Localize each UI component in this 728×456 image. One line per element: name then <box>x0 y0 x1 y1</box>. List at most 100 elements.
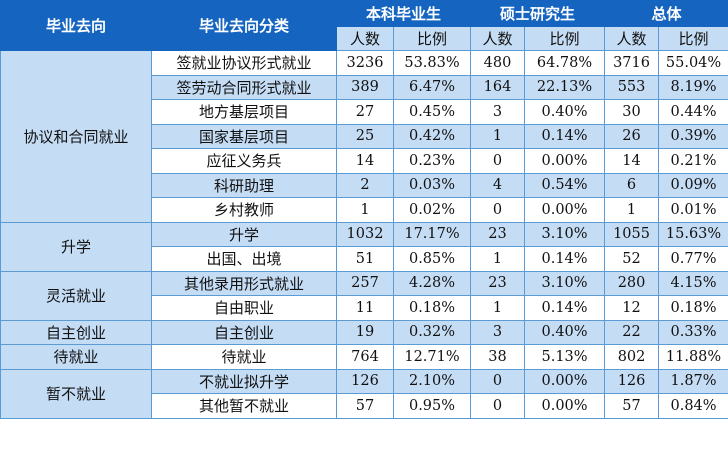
all-ratio-cell: 0.09% <box>658 172 728 198</box>
ug-count-cell: 25 <box>336 123 394 149</box>
ms-ratio-cell: 0.40% <box>524 99 606 125</box>
header-all-ratio: 比例 <box>658 26 728 51</box>
header-ug-ratio: 比例 <box>392 26 472 51</box>
ms-ratio-cell: 0.00% <box>524 393 606 419</box>
graduate-destination-table: 毕业去向 毕业去向分类 本科毕业生 硕士研究生 总体 人数 比例 人数 比例 人… <box>0 0 728 419</box>
ms-ratio-cell: 64.78% <box>524 50 606 76</box>
category-cell: 待就业 <box>151 344 337 370</box>
category-cell: 签就业协议形式就业 <box>151 50 337 76</box>
all-count-cell: 52 <box>604 246 660 272</box>
ms-count-cell: 0 <box>470 368 526 394</box>
ms-count-cell: 23 <box>470 270 526 296</box>
header-ms-count: 人数 <box>470 26 526 51</box>
ms-count-cell: 0 <box>470 197 526 223</box>
category-cell: 自主创业 <box>151 319 337 345</box>
category-cell: 其他暂不就业 <box>151 393 337 419</box>
ms-ratio-cell: 5.13% <box>524 344 606 370</box>
group-cell: 待就业 <box>0 344 152 370</box>
ms-ratio-cell: 3.10% <box>524 270 606 296</box>
header-direction: 毕业去向 <box>0 0 152 51</box>
ug-count-cell: 11 <box>336 295 394 321</box>
ms-count-cell: 1 <box>470 123 526 149</box>
ug-ratio-cell: 2.10% <box>392 368 472 394</box>
table-row: 自主创业 自主创业 19 0.32% 3 0.40% 22 0.33% <box>0 319 728 345</box>
ug-ratio-cell: 0.95% <box>392 393 472 419</box>
all-count-cell: 26 <box>604 123 660 149</box>
table-row: 升学 升学 1032 17.17% 23 3.10% 1055 15.63% <box>0 221 728 272</box>
ug-count-cell: 2 <box>336 172 394 198</box>
all-ratio-cell: 0.21% <box>658 148 728 174</box>
ms-ratio-cell: 0.14% <box>524 246 606 272</box>
ms-count-cell: 38 <box>470 344 526 370</box>
ug-ratio-cell: 0.32% <box>392 319 472 345</box>
all-ratio-cell: 0.18% <box>658 295 728 321</box>
all-count-cell: 12 <box>604 295 660 321</box>
ug-ratio-cell: 0.18% <box>392 295 472 321</box>
ms-ratio-cell: 22.13% <box>524 74 606 100</box>
table-row: 灵活就业 其他录用形式就业 257 4.28% 23 3.10% 280 4.15% <box>0 270 728 321</box>
ug-ratio-cell: 12.71% <box>392 344 472 370</box>
all-ratio-cell: 15.63% <box>658 221 728 247</box>
all-ratio-cell: 0.77% <box>658 246 728 272</box>
all-count-cell: 30 <box>604 99 660 125</box>
header-row-main: 毕业去向 毕业去向分类 本科毕业生 硕士研究生 总体 <box>0 0 728 51</box>
ug-count-cell: 3236 <box>336 50 394 76</box>
table-row: 其他暂不就业 57 0.95% 0 0.00% 57 0.84% <box>1 393 728 419</box>
all-ratio-cell: 1.87% <box>658 368 728 394</box>
all-count-cell: 126 <box>604 368 660 394</box>
all-count-cell: 14 <box>604 148 660 174</box>
ms-count-cell: 0 <box>470 148 526 174</box>
all-count-cell: 57 <box>604 393 660 419</box>
ug-count-cell: 14 <box>336 148 394 174</box>
category-cell: 地方基层项目 <box>151 99 337 125</box>
ug-ratio-cell: 6.47% <box>392 74 472 100</box>
header-all-count: 人数 <box>604 26 660 51</box>
ms-ratio-cell: 0.14% <box>524 295 606 321</box>
table-body: 协议和合同就业 签就业协议形式就业 3236 53.83% 480 64.78% 3716 5… <box>0 50 728 419</box>
header-total: 总体 <box>604 0 728 27</box>
ug-ratio-cell: 0.42% <box>392 123 472 149</box>
all-count-cell: 553 <box>604 74 660 100</box>
ug-ratio-cell: 0.45% <box>392 99 472 125</box>
category-cell: 自由职业 <box>151 295 337 321</box>
ms-count-cell: 1 <box>470 295 526 321</box>
ms-count-cell: 4 <box>470 172 526 198</box>
ms-ratio-cell: 0.54% <box>524 172 606 198</box>
ug-count-cell: 27 <box>336 99 394 125</box>
ms-count-cell: 164 <box>470 74 526 100</box>
ug-ratio-cell: 0.02% <box>392 197 472 223</box>
category-cell: 出国、出境 <box>151 246 337 272</box>
all-count-cell: 3716 <box>604 50 660 76</box>
ms-ratio-cell: 0.00% <box>524 148 606 174</box>
ug-count-cell: 257 <box>336 270 394 296</box>
ms-count-cell: 0 <box>470 393 526 419</box>
ug-count-cell: 126 <box>336 368 394 394</box>
ms-ratio-cell: 0.14% <box>524 123 606 149</box>
ug-count-cell: 764 <box>336 344 394 370</box>
header-ug-count: 人数 <box>336 26 394 51</box>
ug-count-cell: 19 <box>336 319 394 345</box>
category-cell: 科研助理 <box>151 172 337 198</box>
all-ratio-cell: 55.04% <box>658 50 728 76</box>
all-count-cell: 1055 <box>604 221 660 247</box>
ug-ratio-cell: 17.17% <box>392 221 472 247</box>
table-row: 自由职业 11 0.18% 1 0.14% 12 0.18% <box>1 295 728 321</box>
ms-count-cell: 1 <box>470 246 526 272</box>
all-ratio-cell: 0.44% <box>658 99 728 125</box>
all-ratio-cell: 0.33% <box>658 319 728 345</box>
header-undergraduate: 本科毕业生 <box>335 0 472 27</box>
group-cell: 自主创业 <box>0 319 152 345</box>
all-ratio-cell: 8.19% <box>658 74 728 100</box>
table-row: 科研助理 2 0.03% 4 0.54% 6 0.09% <box>1 172 728 198</box>
category-cell: 国家基层项目 <box>151 123 337 149</box>
category-cell: 签劳动合同形式就业 <box>151 74 337 100</box>
group-cell: 暂不就业 <box>0 368 152 419</box>
category-cell: 应征义务兵 <box>151 148 337 174</box>
all-ratio-cell: 0.84% <box>658 393 728 419</box>
ug-ratio-cell: 4.28% <box>392 270 472 296</box>
ug-ratio-cell: 0.85% <box>392 246 472 272</box>
ug-ratio-cell: 0.23% <box>392 148 472 174</box>
all-ratio-cell: 0.01% <box>658 197 728 223</box>
table-row: 暂不就业 不就业拟升学 126 2.10% 0 0.00% 126 1.87% <box>0 368 728 419</box>
all-ratio-cell: 4.15% <box>658 270 728 296</box>
